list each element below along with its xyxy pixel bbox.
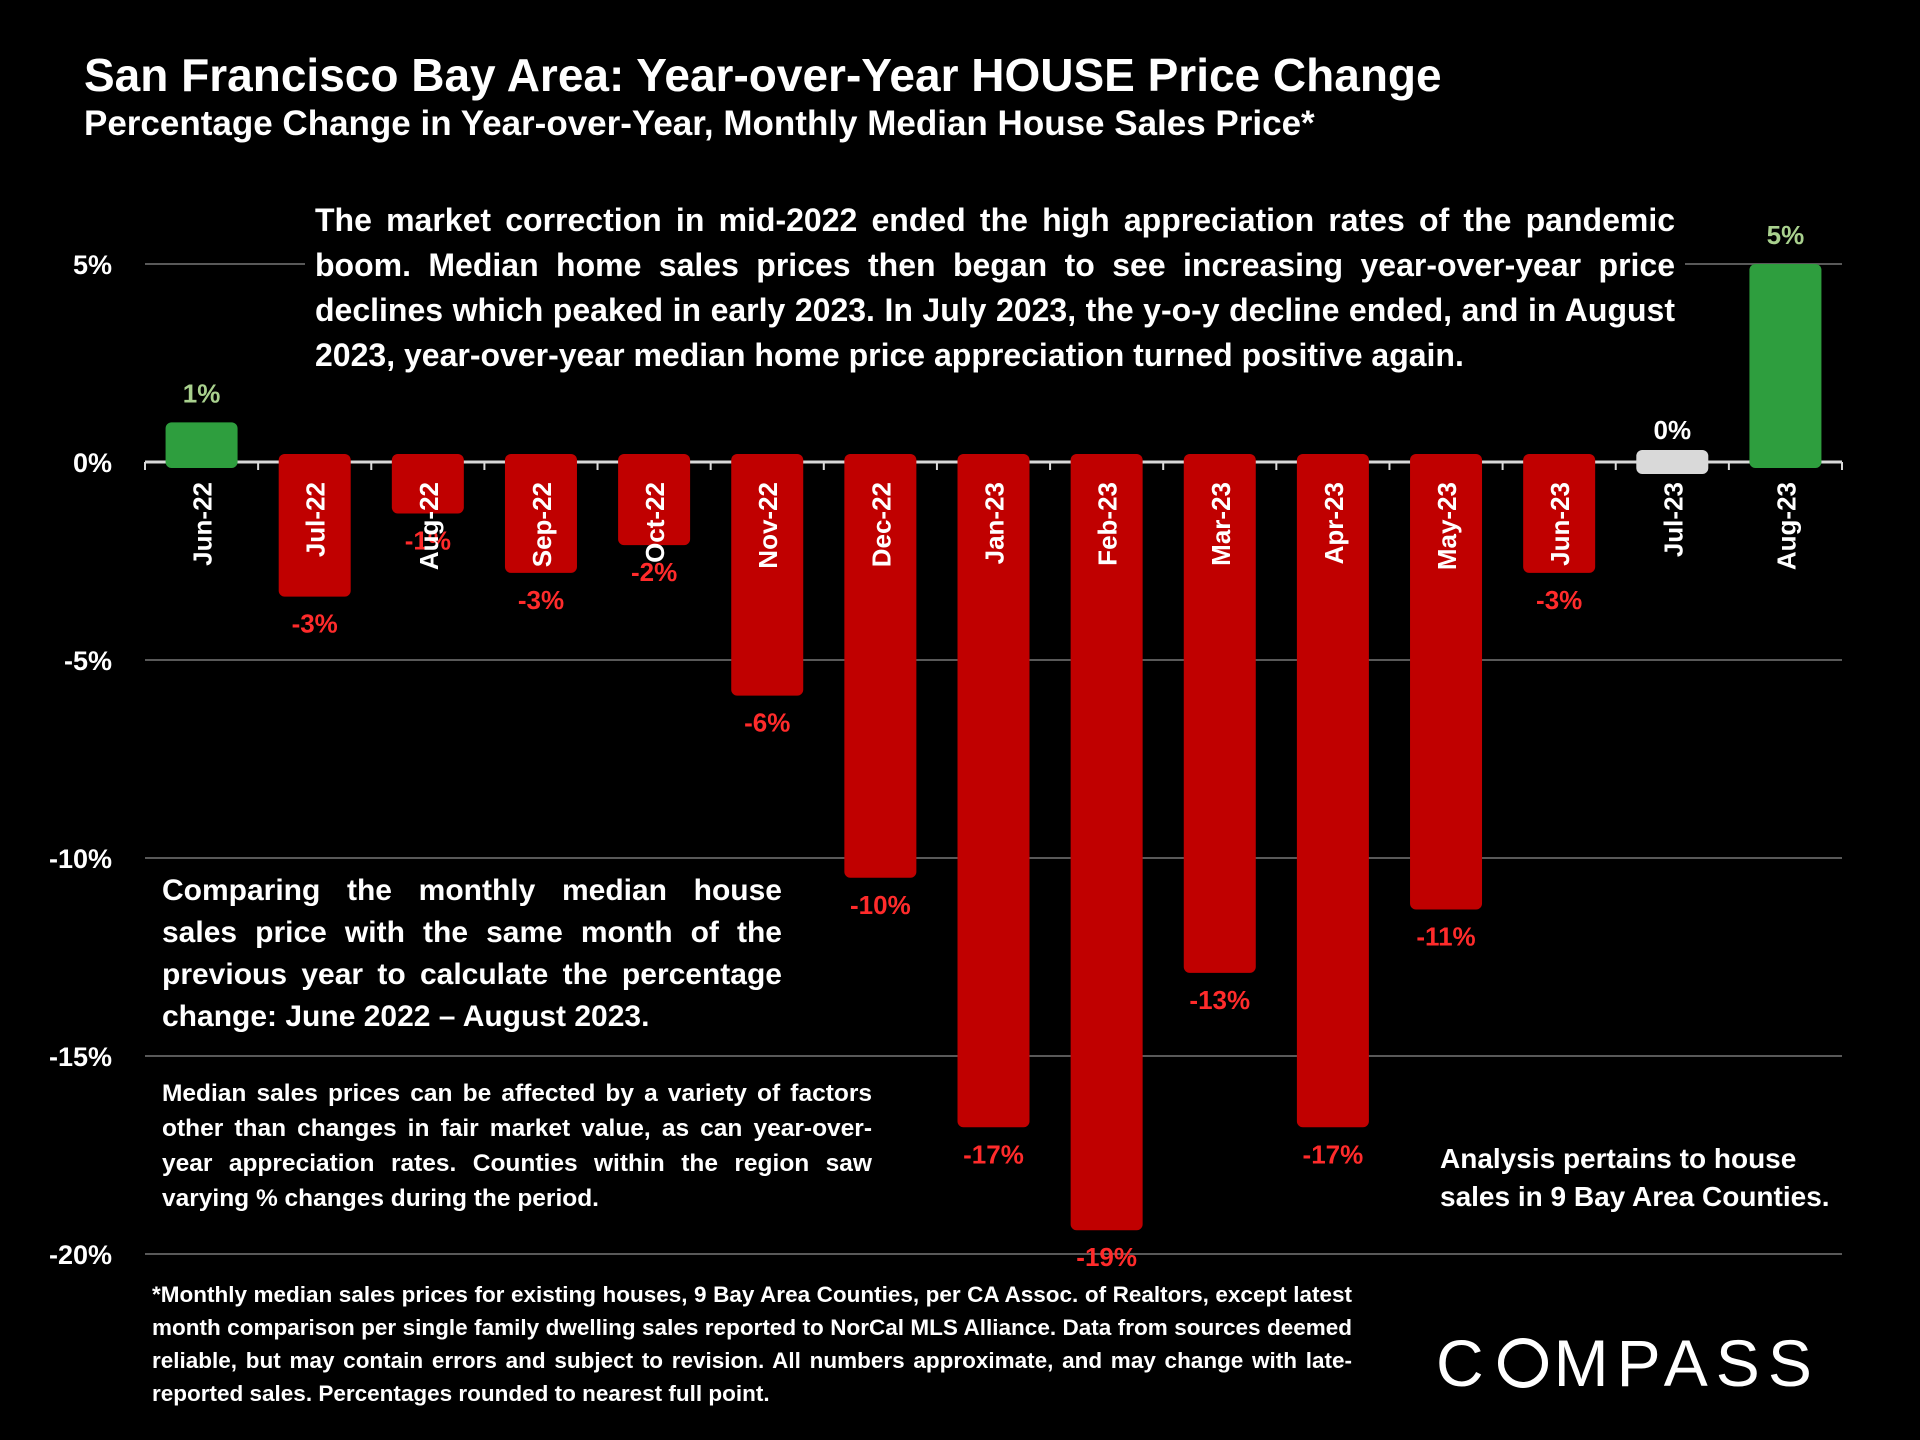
bar-dec-22	[844, 454, 917, 878]
bar-jun-23	[1523, 454, 1596, 573]
y-tick-label: -20%	[49, 1240, 112, 1270]
bar-aug-22	[391, 454, 464, 514]
category-label: Jun-22	[188, 482, 218, 566]
category-label: Aug-23	[1771, 482, 1801, 570]
analysis-scope-note: Analysis pertains to house sales in 9 Ba…	[1430, 1140, 1870, 1216]
value-label: 5%	[1767, 220, 1805, 250]
value-label: -17%	[963, 1139, 1024, 1169]
y-tick-label: -15%	[49, 1042, 112, 1072]
bar-mar-23	[1183, 454, 1256, 973]
logo-text-right: MPASS	[1553, 1326, 1820, 1400]
value-label: -11%	[1416, 921, 1475, 951]
category-label: Feb-23	[1093, 482, 1123, 566]
y-tick-label: -5%	[64, 646, 112, 676]
bar-sep-22	[504, 454, 577, 573]
value-label: -6%	[744, 708, 790, 738]
category-label: Dec-22	[866, 482, 896, 567]
category-label: Sep-22	[527, 482, 557, 567]
category-label: Jun-23	[1545, 482, 1575, 566]
bar-oct-22	[618, 454, 691, 546]
category-label: Nov-22	[753, 482, 783, 569]
bar-aug-23	[1749, 264, 1822, 468]
value-label: -10%	[850, 890, 911, 920]
category-label: Oct-22	[640, 482, 670, 563]
source-footnote: *Monthly median sales prices for existin…	[152, 1282, 1352, 1406]
value-label: -17%	[1303, 1139, 1364, 1169]
y-tick-label: 0%	[73, 448, 112, 478]
chart-title: San Francisco Bay Area: Year-over-Year H…	[84, 49, 1442, 101]
value-label: -3%	[292, 609, 338, 639]
bar-jan-23	[957, 454, 1030, 1128]
value-label: 0%	[1654, 415, 1692, 445]
value-label: 1%	[183, 378, 221, 408]
bar-jun-22	[165, 422, 238, 468]
bar-jul-22	[278, 454, 351, 597]
methodology-note: Comparing the monthly median house sales…	[152, 870, 792, 1038]
logo-o-icon	[1497, 1338, 1548, 1388]
y-tick-label: -10%	[49, 844, 112, 874]
category-label: May-23	[1432, 482, 1462, 570]
category-label: Jan-23	[980, 482, 1010, 564]
category-label: Aug-22	[414, 482, 444, 570]
bar-nov-22	[731, 454, 804, 696]
value-label: -3%	[1536, 585, 1582, 615]
value-label: -1%	[405, 525, 451, 555]
value-label: -2%	[631, 557, 677, 587]
bar-apr-23	[1296, 454, 1369, 1128]
market-correction-note: The market correction in mid-2022 ended …	[305, 198, 1685, 378]
category-label: Apr-23	[1319, 482, 1349, 564]
logo-text-left: C	[1436, 1326, 1492, 1400]
bar-may-23	[1410, 454, 1483, 910]
value-label: -19%	[1076, 1242, 1137, 1272]
value-label: -3%	[518, 585, 564, 615]
category-label: Jul-22	[301, 482, 331, 557]
category-label: Jul-23	[1658, 482, 1688, 557]
bar-jul-23	[1636, 450, 1709, 474]
bar-feb-23	[1070, 454, 1143, 1231]
category-label: Mar-23	[1206, 482, 1236, 566]
compass-logo: C MPASS	[1436, 1325, 1820, 1401]
value-label: -13%	[1189, 985, 1250, 1015]
chart-subtitle: Percentage Change in Year-over-Year, Mon…	[84, 104, 1315, 143]
y-tick-label: 5%	[73, 250, 112, 280]
factors-note: Median sales prices can be affected by a…	[152, 1076, 882, 1216]
